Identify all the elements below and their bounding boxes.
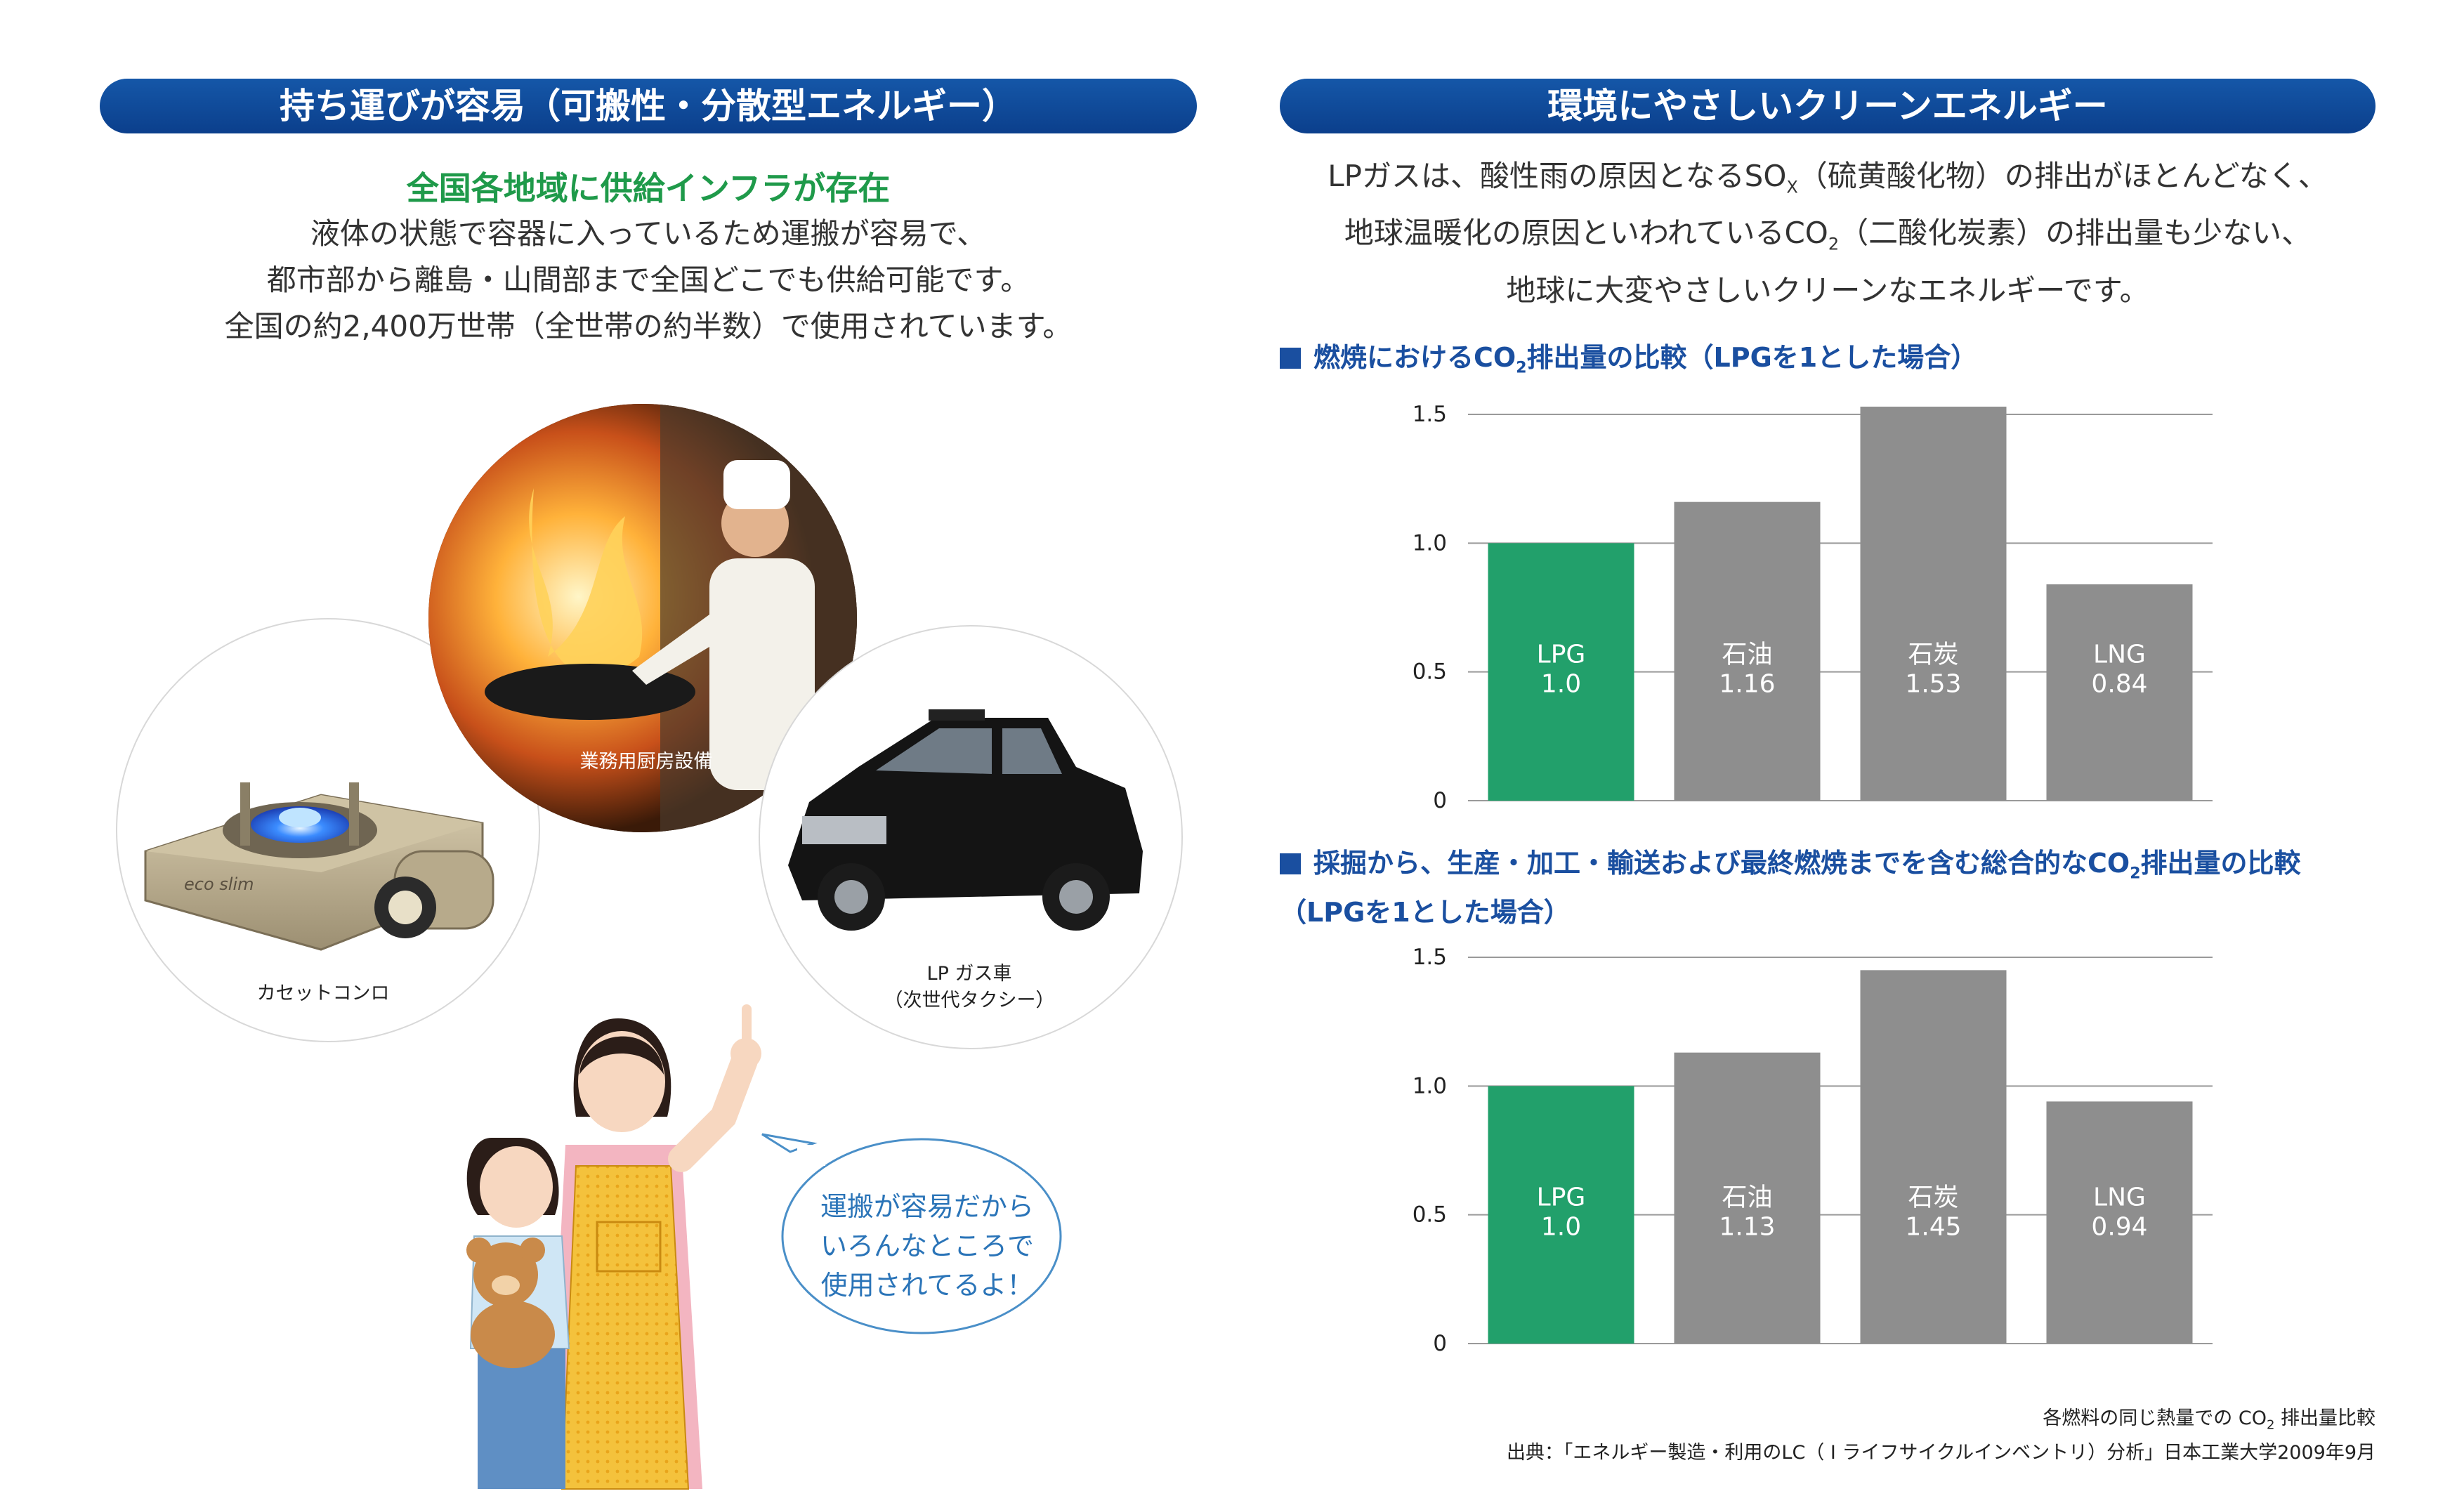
taxi-circle — [759, 625, 1183, 1049]
chart1-category-label: 石油 — [1722, 641, 1772, 669]
chart1-value-label: 0.84 — [2091, 670, 2147, 699]
chart2-title: 採掘から、生産・加工・輸送および最終燃焼までを含む総合的なCO2排出量の比較 （… — [1280, 844, 2301, 931]
note-line-1: 各燃料の同じ熱量での CO2 排出量比較 — [2043, 1407, 2375, 1433]
chart2-bar-石炭 — [1860, 970, 2007, 1344]
kitchen-caption: 業務用厨房設備 — [579, 751, 713, 773]
stove-caption: カセットコンロ — [256, 983, 390, 1004]
chart2-title-line-2: （LPGを1とした場合） — [1280, 896, 1571, 928]
chart2-value-label: 1.0 — [1541, 1213, 1581, 1242]
chart2-bar-LNG — [2046, 1101, 2193, 1344]
lp-gas-taxi-image — [788, 709, 1143, 931]
stove-brand-label: eco slim — [184, 874, 254, 894]
chart2-value-label: 0.94 — [2091, 1213, 2147, 1242]
chart1-category-label: LNG — [2093, 641, 2146, 669]
chart1-value-label: 1.53 — [1905, 670, 1961, 699]
left-line-2: 都市部から離島・山間部まで全国どこでも供給可能です。 — [266, 263, 1030, 297]
left-line-3: 全国の約2,400万世帯（全世帯の約半数）で使用されています。 — [224, 309, 1073, 343]
left-description: 液体の状態で容器に入っているため運搬が容易で、 都市部から離島・山間部まで全国ど… — [100, 211, 1197, 350]
taxi-caption-line-1: LP ガス車 — [926, 963, 1012, 985]
chart1-ytick-label: 1.0 — [1413, 530, 1447, 556]
intro-line-3: 地球に大変やさしいクリーンなエネルギーです。 — [1506, 273, 2149, 308]
chart2-category-label: LNG — [2093, 1183, 2146, 1212]
chart2-category-label: LPG — [1537, 1183, 1586, 1212]
taxi-caption: LP ガス車 （次世代タクシー） — [843, 961, 1096, 1014]
note-line-2: 出典：「エネルギー製造・利用のLC（ I ライフサイクルインベントリ）分析」日本… — [1506, 1442, 2375, 1464]
chart2-category-label: 石油 — [1722, 1183, 1772, 1212]
bubble-line-1: 運搬が容易だから — [820, 1191, 1034, 1222]
chart2-value-label: 1.45 — [1905, 1213, 1961, 1242]
chart2-bullet-square — [1280, 853, 1301, 874]
speech-bubble-shape — [761, 1133, 1062, 1334]
chart1-ytick-label: 0.5 — [1413, 659, 1447, 685]
chart1-ytick-label: 1.5 — [1413, 402, 1447, 427]
chart2-ytick-label: 0 — [1433, 1331, 1447, 1356]
taxi-caption-line-2: （次世代タクシー） — [884, 990, 1055, 1011]
left-line-1: 液体の状態で容器に入っているため運搬が容易で、 — [310, 216, 987, 251]
chart2-title-line-1: 採掘から、生産・加工・輸送および最終燃焼までを含む総合的なCO2排出量の比較 — [1280, 844, 2301, 893]
chart2-ytick-label: 0.5 — [1413, 1202, 1447, 1228]
chart1-title: 燃焼におけるCO2排出量の比較（LPGを1とした場合） — [1280, 339, 1977, 388]
chart1-bar-LPG — [1488, 543, 1634, 801]
chart1-category-label: 石炭 — [1908, 641, 1958, 669]
bubble-line-2: いろんなところで — [820, 1230, 1034, 1261]
chart2-ytick-label: 1.5 — [1413, 945, 1447, 970]
cassette-stove-image: eco slim — [144, 782, 494, 951]
chart2-ytick-label: 1.0 — [1413, 1073, 1447, 1098]
right-header: 環境にやさしいクリーンエネルギー — [1280, 79, 2375, 133]
chart1-category-label: LPG — [1537, 641, 1586, 669]
mother-child-illustration — [466, 1004, 761, 1490]
chart1-value-label: 1.16 — [1719, 670, 1775, 699]
chart1-value-label: 1.0 — [1541, 670, 1581, 699]
chart2-bar-LPG — [1488, 1086, 1634, 1344]
chart1-bar-石油 — [1674, 501, 1821, 801]
right-intro: LPガスは、酸性雨の原因となるSOX（硫黄酸化物）の排出がほとんどなく、 地球温… — [1280, 153, 2375, 314]
left-subhead: 全国各地域に供給インフラが存在 — [406, 169, 891, 207]
source-note: 各燃料の同じ熱量での CO2 排出量比較 出典：「エネルギー製造・利用のLC（ … — [1280, 1405, 2375, 1467]
chart2-value-label: 1.13 — [1719, 1213, 1775, 1242]
kitchen-circle — [428, 404, 857, 832]
chart1-bar-LNG — [2046, 584, 2193, 801]
chart2-category-label: 石炭 — [1908, 1183, 1958, 1212]
intro-line-1: LPガスは、酸性雨の原因となるSOX（硫黄酸化物）の排出がほとんどなく、 — [1328, 159, 2328, 197]
left-header: 持ち運びが容易（可搬性・分散型エネルギー） — [100, 79, 1197, 133]
chart1-bar-石炭 — [1860, 407, 2007, 801]
chart1-bullet-square — [1280, 348, 1301, 369]
chart1-ytick-label: 0 — [1433, 788, 1447, 813]
intro-line-2: 地球温暖化の原因といわれているCO2（二酸化炭素）の排出量も少ない、 — [1344, 216, 2312, 254]
bubble-line-3: 使用されてるよ！ — [820, 1270, 1034, 1301]
commercial-kitchen-image — [428, 404, 857, 832]
chart2-bar-石油 — [1674, 1052, 1821, 1344]
speech-bubble-text: 運搬が容易だから いろんなところで 使用されてるよ！ — [780, 1187, 1075, 1305]
